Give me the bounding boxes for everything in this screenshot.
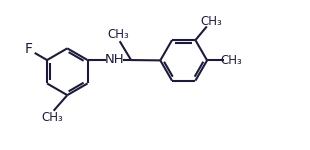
Text: CH₃: CH₃ [41,111,63,124]
Text: F: F [25,42,33,56]
Text: CH₃: CH₃ [220,54,242,67]
Text: CH₃: CH₃ [201,15,223,28]
Text: NH: NH [105,53,125,66]
Text: CH₃: CH₃ [108,28,130,41]
